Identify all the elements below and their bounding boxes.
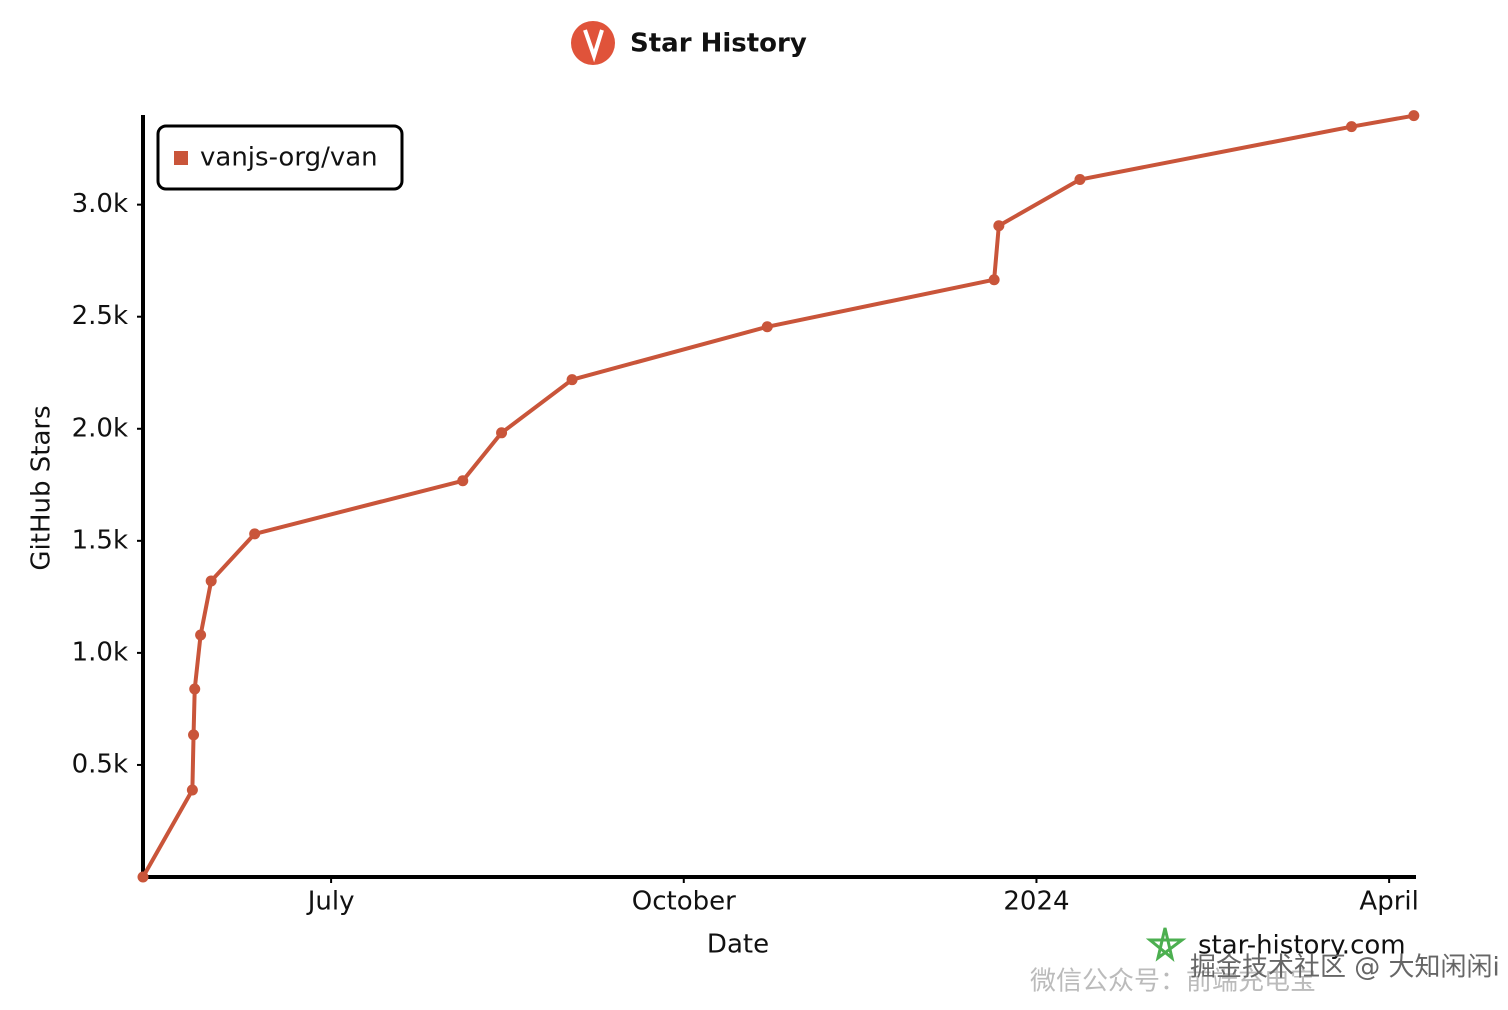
point <box>566 374 578 386</box>
y-tick-label: 1.0k <box>72 637 128 667</box>
point <box>496 427 508 439</box>
point <box>189 683 201 695</box>
point <box>1408 110 1420 122</box>
point <box>1074 174 1086 186</box>
watermark: 掘金技术社区 @ 大知闲闲i <box>1190 953 1500 983</box>
point <box>186 784 198 796</box>
legend-box <box>156 124 404 191</box>
point <box>1346 121 1358 133</box>
point <box>137 871 149 883</box>
point <box>205 575 217 587</box>
chart-title: Star History <box>630 29 807 59</box>
y-tick-label: 0.5k <box>72 749 128 779</box>
legend-swatch <box>174 151 188 165</box>
point <box>988 274 1000 286</box>
watermark: 微信公众号：前端充电宝 <box>1030 967 1316 997</box>
point <box>457 475 469 487</box>
point <box>761 321 773 333</box>
x-tick-label: October <box>632 887 736 917</box>
logo <box>571 21 615 65</box>
x-tick-label: July <box>306 887 355 917</box>
watermark: star-history.com <box>1198 931 1406 961</box>
x-tick-label: April <box>1359 887 1418 917</box>
point <box>188 729 200 741</box>
y-tick-label: 1.5k <box>72 525 128 555</box>
y-tick-label: 3.0k <box>72 189 128 219</box>
x-tick-label: 2024 <box>1003 887 1069 917</box>
y-tick-label: 2.0k <box>72 413 128 443</box>
point <box>249 528 261 540</box>
point <box>195 629 207 641</box>
y-tick-label: 2.5k <box>72 301 128 331</box>
legend-label: vanjs-org/van <box>200 143 378 173</box>
watermark-logo <box>1145 927 1187 962</box>
line <box>141 113 1416 879</box>
y-axis-label: GitHub Stars <box>27 405 57 570</box>
x-axis-label: Date <box>707 930 769 960</box>
point <box>993 220 1005 232</box>
